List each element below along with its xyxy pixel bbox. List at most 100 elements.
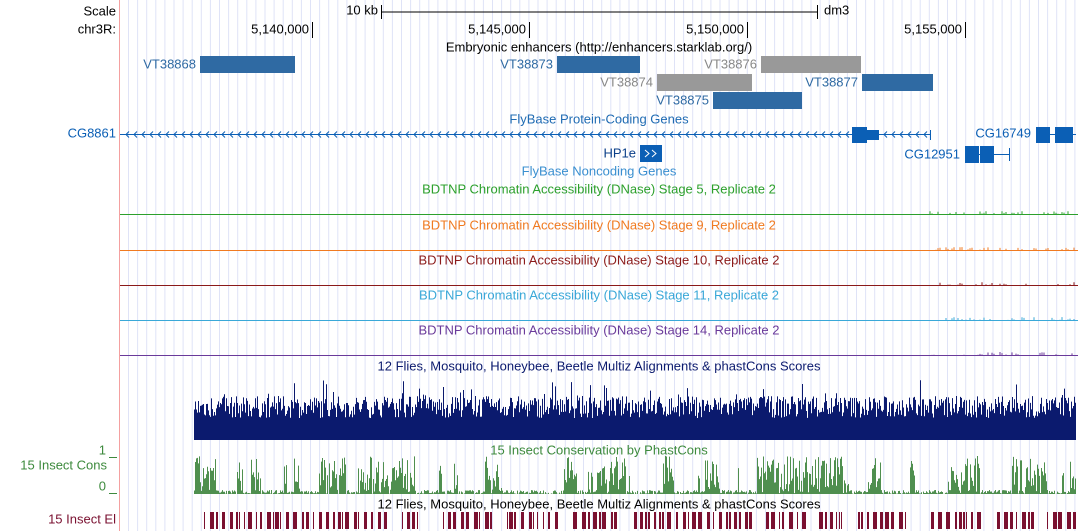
element	[836, 512, 837, 529]
element	[448, 512, 451, 529]
element	[466, 512, 469, 529]
element	[313, 512, 314, 529]
exon	[852, 127, 867, 143]
enhancer-label: VT38868	[143, 56, 196, 71]
element	[345, 512, 349, 529]
axis-ticks	[109, 457, 117, 494]
track-title: BDTNP Chromatin Accessibility (DNase) St…	[422, 181, 776, 196]
track-label: 15 Insect El	[48, 511, 116, 526]
element	[726, 512, 728, 529]
element	[797, 512, 798, 529]
enhancer-label: VT38873	[500, 56, 553, 71]
element	[402, 512, 403, 529]
enhancer-label: VT38875	[656, 92, 709, 107]
exon	[1055, 127, 1073, 143]
element	[514, 512, 516, 529]
element	[880, 512, 883, 529]
element	[966, 512, 967, 529]
element	[302, 512, 304, 529]
element	[602, 512, 606, 529]
chrom-label: chr3R:	[78, 21, 116, 36]
element	[537, 512, 538, 529]
gene-label: HP1e	[603, 145, 636, 160]
element	[543, 512, 544, 529]
element	[640, 512, 643, 529]
element	[873, 512, 877, 529]
element	[654, 512, 656, 529]
element	[533, 512, 534, 529]
element	[326, 512, 329, 529]
exon	[965, 146, 979, 163]
element	[739, 512, 741, 529]
track-title: BDTNP Chromatin Accessibility (DNase) St…	[418, 322, 779, 337]
ruler-position: 5,140,000	[251, 21, 309, 36]
element	[507, 512, 508, 529]
element	[861, 512, 863, 529]
track-title: 15 Insect Conservation by PhastCons	[490, 442, 708, 457]
element	[749, 512, 752, 529]
element	[490, 512, 492, 529]
gene-label: CG8861	[68, 125, 116, 140]
enhancer	[862, 74, 933, 91]
element	[676, 512, 678, 529]
element	[1016, 512, 1017, 529]
assembly-label: dm3	[824, 2, 849, 17]
enhancer-label: VT38877	[805, 74, 858, 89]
element	[719, 512, 722, 529]
element	[342, 512, 343, 529]
element	[963, 512, 965, 529]
element	[529, 512, 532, 529]
element	[729, 512, 731, 529]
element	[692, 512, 696, 529]
gene-track: CG8861 HP1e CG12951 CG16749	[68, 125, 1076, 163]
element	[1053, 512, 1057, 529]
element	[858, 512, 860, 529]
track-title: 12 Flies, Mosquito, Honeybee, Beetle Mul…	[378, 358, 821, 373]
gene-label: CG12951	[904, 146, 960, 161]
element	[521, 512, 524, 529]
ruler-position: 5,155,000	[904, 21, 962, 36]
element	[830, 512, 833, 529]
element	[667, 512, 671, 529]
element	[634, 512, 637, 529]
track-title: 12 Flies, Mosquito, Honeybee, Beetle Mul…	[378, 496, 821, 511]
element	[825, 512, 827, 529]
signal-bumps	[933, 247, 1075, 250]
element	[474, 512, 478, 529]
element	[1031, 512, 1034, 529]
exon	[1036, 127, 1050, 143]
element	[1028, 512, 1030, 529]
element	[959, 512, 962, 529]
element	[275, 512, 279, 529]
element	[599, 512, 601, 529]
element	[280, 512, 281, 529]
enhancer-label: VT38874	[600, 74, 653, 89]
ruler-position: 5,145,000	[468, 21, 526, 36]
element	[555, 512, 558, 529]
element	[891, 512, 894, 529]
element	[885, 512, 889, 529]
signal-bumps	[931, 352, 1073, 355]
enhancer	[657, 74, 752, 91]
element	[378, 512, 381, 529]
element	[1022, 512, 1026, 529]
element	[707, 512, 710, 529]
element	[582, 512, 586, 529]
track-title: BDTNP Chromatin Accessibility (DNase) St…	[422, 217, 776, 232]
element	[407, 512, 410, 529]
element	[239, 512, 240, 529]
element	[971, 512, 973, 529]
element	[819, 512, 823, 529]
element	[593, 512, 597, 529]
exon	[640, 145, 662, 162]
gene-label: CG16749	[975, 125, 1031, 140]
element	[588, 512, 590, 529]
multiz-wiggle	[194, 380, 1076, 440]
element	[648, 512, 650, 529]
element	[899, 512, 903, 529]
element	[1073, 512, 1076, 529]
ruler: 5,140,000 5,145,000 5,150,000 5,155,000	[251, 21, 966, 38]
element	[659, 512, 661, 529]
element	[256, 512, 257, 529]
